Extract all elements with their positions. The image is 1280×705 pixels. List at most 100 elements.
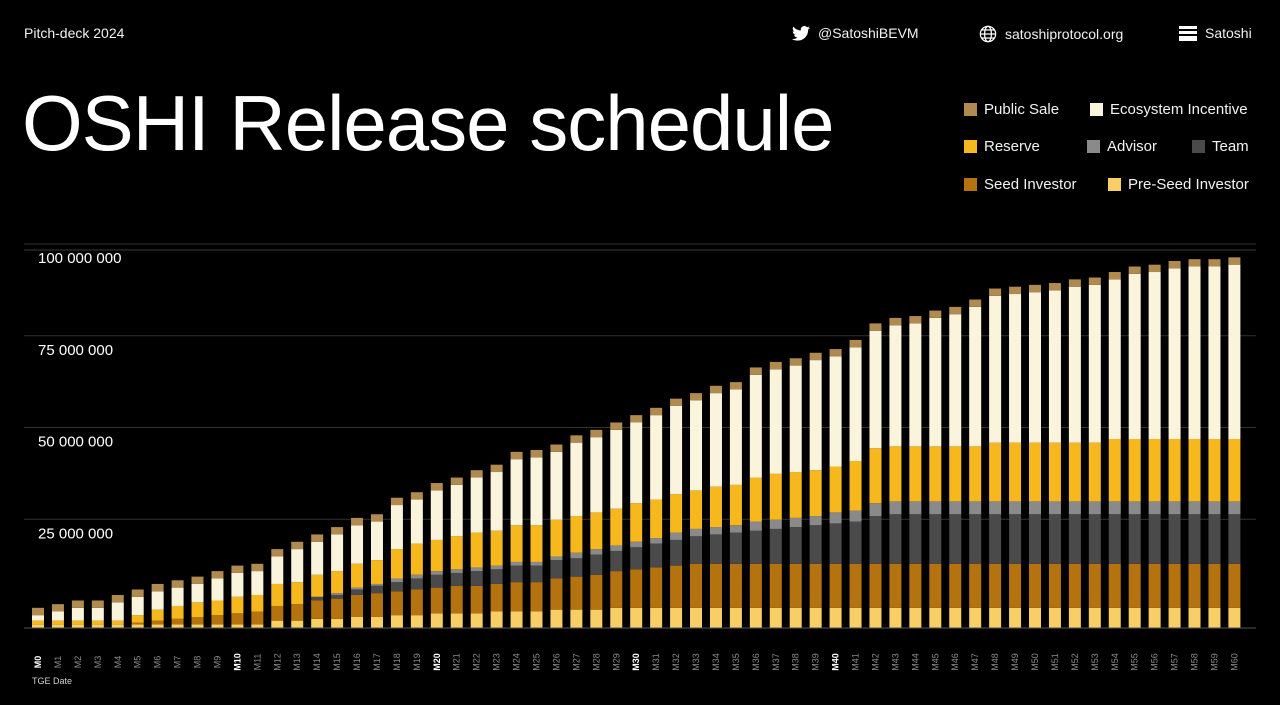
legend-label: Advisor xyxy=(1107,138,1158,155)
bar-segment-public-sale xyxy=(969,299,982,307)
bar-segment-reserve xyxy=(450,536,463,570)
website-link[interactable]: satoshiprotocol.org xyxy=(979,25,1123,43)
bar-segment-public-sale xyxy=(311,534,324,542)
bar-segment-public-sale xyxy=(729,382,742,390)
bar-segment-pre-seed-investor xyxy=(430,613,443,628)
bar-segment-seed-investor xyxy=(1168,563,1181,608)
satoshi-logo-icon xyxy=(1179,25,1197,41)
x-tick-label: M5 xyxy=(133,656,143,669)
bar-segment-ecosystem-incentive xyxy=(470,477,483,533)
bar-segment-public-sale xyxy=(1048,283,1061,291)
bar-segment-advisor xyxy=(1068,501,1081,515)
bar-segment-public-sale xyxy=(849,339,862,348)
twitter-icon xyxy=(792,25,810,41)
bar-segment-advisor xyxy=(1168,501,1181,515)
bar-segment-pre-seed-investor xyxy=(211,624,224,628)
bar-segment-seed-investor xyxy=(510,582,523,612)
bar-segment-public-sale xyxy=(131,589,144,597)
bar-segment-team xyxy=(1168,514,1181,564)
bar-segment-pre-seed-investor xyxy=(789,607,802,628)
bar-segment-reserve xyxy=(1148,439,1161,502)
x-tick-label: M26 xyxy=(551,653,561,671)
bar-segment-reserve xyxy=(32,620,44,625)
bar-segment-public-sale xyxy=(630,415,643,423)
x-tick-label: M40 xyxy=(831,653,841,671)
legend-swatch xyxy=(964,178,977,191)
bar-segment-ecosystem-incentive xyxy=(171,587,184,606)
bar-segment-ecosystem-incentive xyxy=(630,422,643,504)
bar-segment-seed-investor xyxy=(909,563,922,608)
bar-segment-public-sale xyxy=(610,422,623,430)
bar-segment-ecosystem-incentive xyxy=(291,549,304,583)
bar-segment-seed-investor xyxy=(610,571,623,608)
bar-segment-advisor xyxy=(1009,501,1022,515)
bar-segment-pre-seed-investor xyxy=(610,607,623,628)
bar-segment-seed-investor xyxy=(211,615,224,625)
bar-segment-reserve xyxy=(231,596,244,614)
x-tick-label: M54 xyxy=(1110,653,1120,671)
bar-segment-reserve xyxy=(949,446,962,502)
bar-segment-advisor xyxy=(650,538,663,544)
bar-segment-public-sale xyxy=(1128,266,1141,274)
bar-segment-seed-investor xyxy=(410,589,423,616)
bar-segment-team xyxy=(1048,514,1061,564)
legend-swatch xyxy=(1192,140,1205,153)
bar-segment-ecosystem-incentive xyxy=(311,541,324,575)
bar-segment-pre-seed-investor xyxy=(450,613,463,628)
bar-segment-team xyxy=(949,514,962,564)
bar-segment-reserve xyxy=(490,530,503,566)
twitter-link[interactable]: @SatoshiBEVM xyxy=(792,25,919,41)
bar-segment-ecosystem-incentive xyxy=(650,415,663,500)
release-schedule-chart: 25 000 000 50 000 000 75 000 000 100 000 00… xyxy=(0,240,1280,700)
bar-segment-advisor xyxy=(410,574,423,579)
legend-swatch xyxy=(964,140,977,153)
page-title: OSHI Release schedule xyxy=(22,79,834,167)
bar-segment-public-sale xyxy=(1188,259,1201,267)
bar-segment-ecosystem-incentive xyxy=(929,317,942,447)
bar-segment-advisor xyxy=(370,583,383,586)
x-tick-label: M27 xyxy=(571,653,581,671)
bar-segment-team xyxy=(590,554,603,575)
x-tick-label: M25 xyxy=(532,653,542,671)
bar-segment-reserve xyxy=(550,519,563,557)
bar-segment-public-sale xyxy=(111,594,124,603)
bar-segment-ecosystem-incentive xyxy=(1068,286,1081,443)
bar-segment-public-sale xyxy=(1009,286,1022,295)
bar-segment-advisor xyxy=(1188,501,1201,515)
bar-segment-reserve xyxy=(351,563,364,588)
bar-segment-seed-investor xyxy=(590,574,603,610)
bar-segment-seed-investor xyxy=(670,565,683,608)
bar-segment-team xyxy=(1148,514,1161,564)
bar-segment-ecosystem-incentive xyxy=(91,607,104,621)
y-tick-label: 75 000 000 xyxy=(38,342,113,359)
bar-segment-seed-investor xyxy=(231,613,244,625)
bar-segment-advisor xyxy=(570,552,583,559)
bar-segment-seed-investor xyxy=(1068,563,1081,608)
x-tick-label: M21 xyxy=(452,653,462,671)
bar-segment-seed-investor xyxy=(889,563,902,608)
x-tick-label: M51 xyxy=(1050,653,1060,671)
bar-segment-pre-seed-investor xyxy=(231,624,244,628)
bar-segment-pre-seed-investor xyxy=(490,611,503,628)
legend-label: Ecosystem Incentive xyxy=(1110,101,1248,118)
bar-segment-reserve xyxy=(749,477,762,522)
bar-segment-team xyxy=(889,514,902,564)
bar-segment-ecosystem-incentive xyxy=(690,400,703,491)
x-tick-label: M22 xyxy=(472,653,482,671)
bar-segment-seed-investor xyxy=(271,605,284,621)
bar-segment-advisor xyxy=(590,549,603,555)
bar-segment-public-sale xyxy=(410,492,423,500)
bar-segment-seed-investor xyxy=(370,593,383,617)
bar-segment-team xyxy=(789,527,802,564)
globe-icon xyxy=(979,25,997,43)
bar-segment-pre-seed-investor xyxy=(809,607,822,628)
x-tick-label: M57 xyxy=(1170,653,1180,671)
bar-segment-team xyxy=(989,514,1002,564)
bar-segment-ecosystem-incentive xyxy=(789,365,802,473)
bar-segment-public-sale xyxy=(889,317,902,326)
bar-segment-advisor xyxy=(1128,501,1141,515)
bar-segment-team xyxy=(829,523,842,564)
bar-segment-pre-seed-investor xyxy=(829,607,842,628)
bar-segment-team xyxy=(1188,514,1201,564)
bar-segment-team xyxy=(650,543,663,568)
